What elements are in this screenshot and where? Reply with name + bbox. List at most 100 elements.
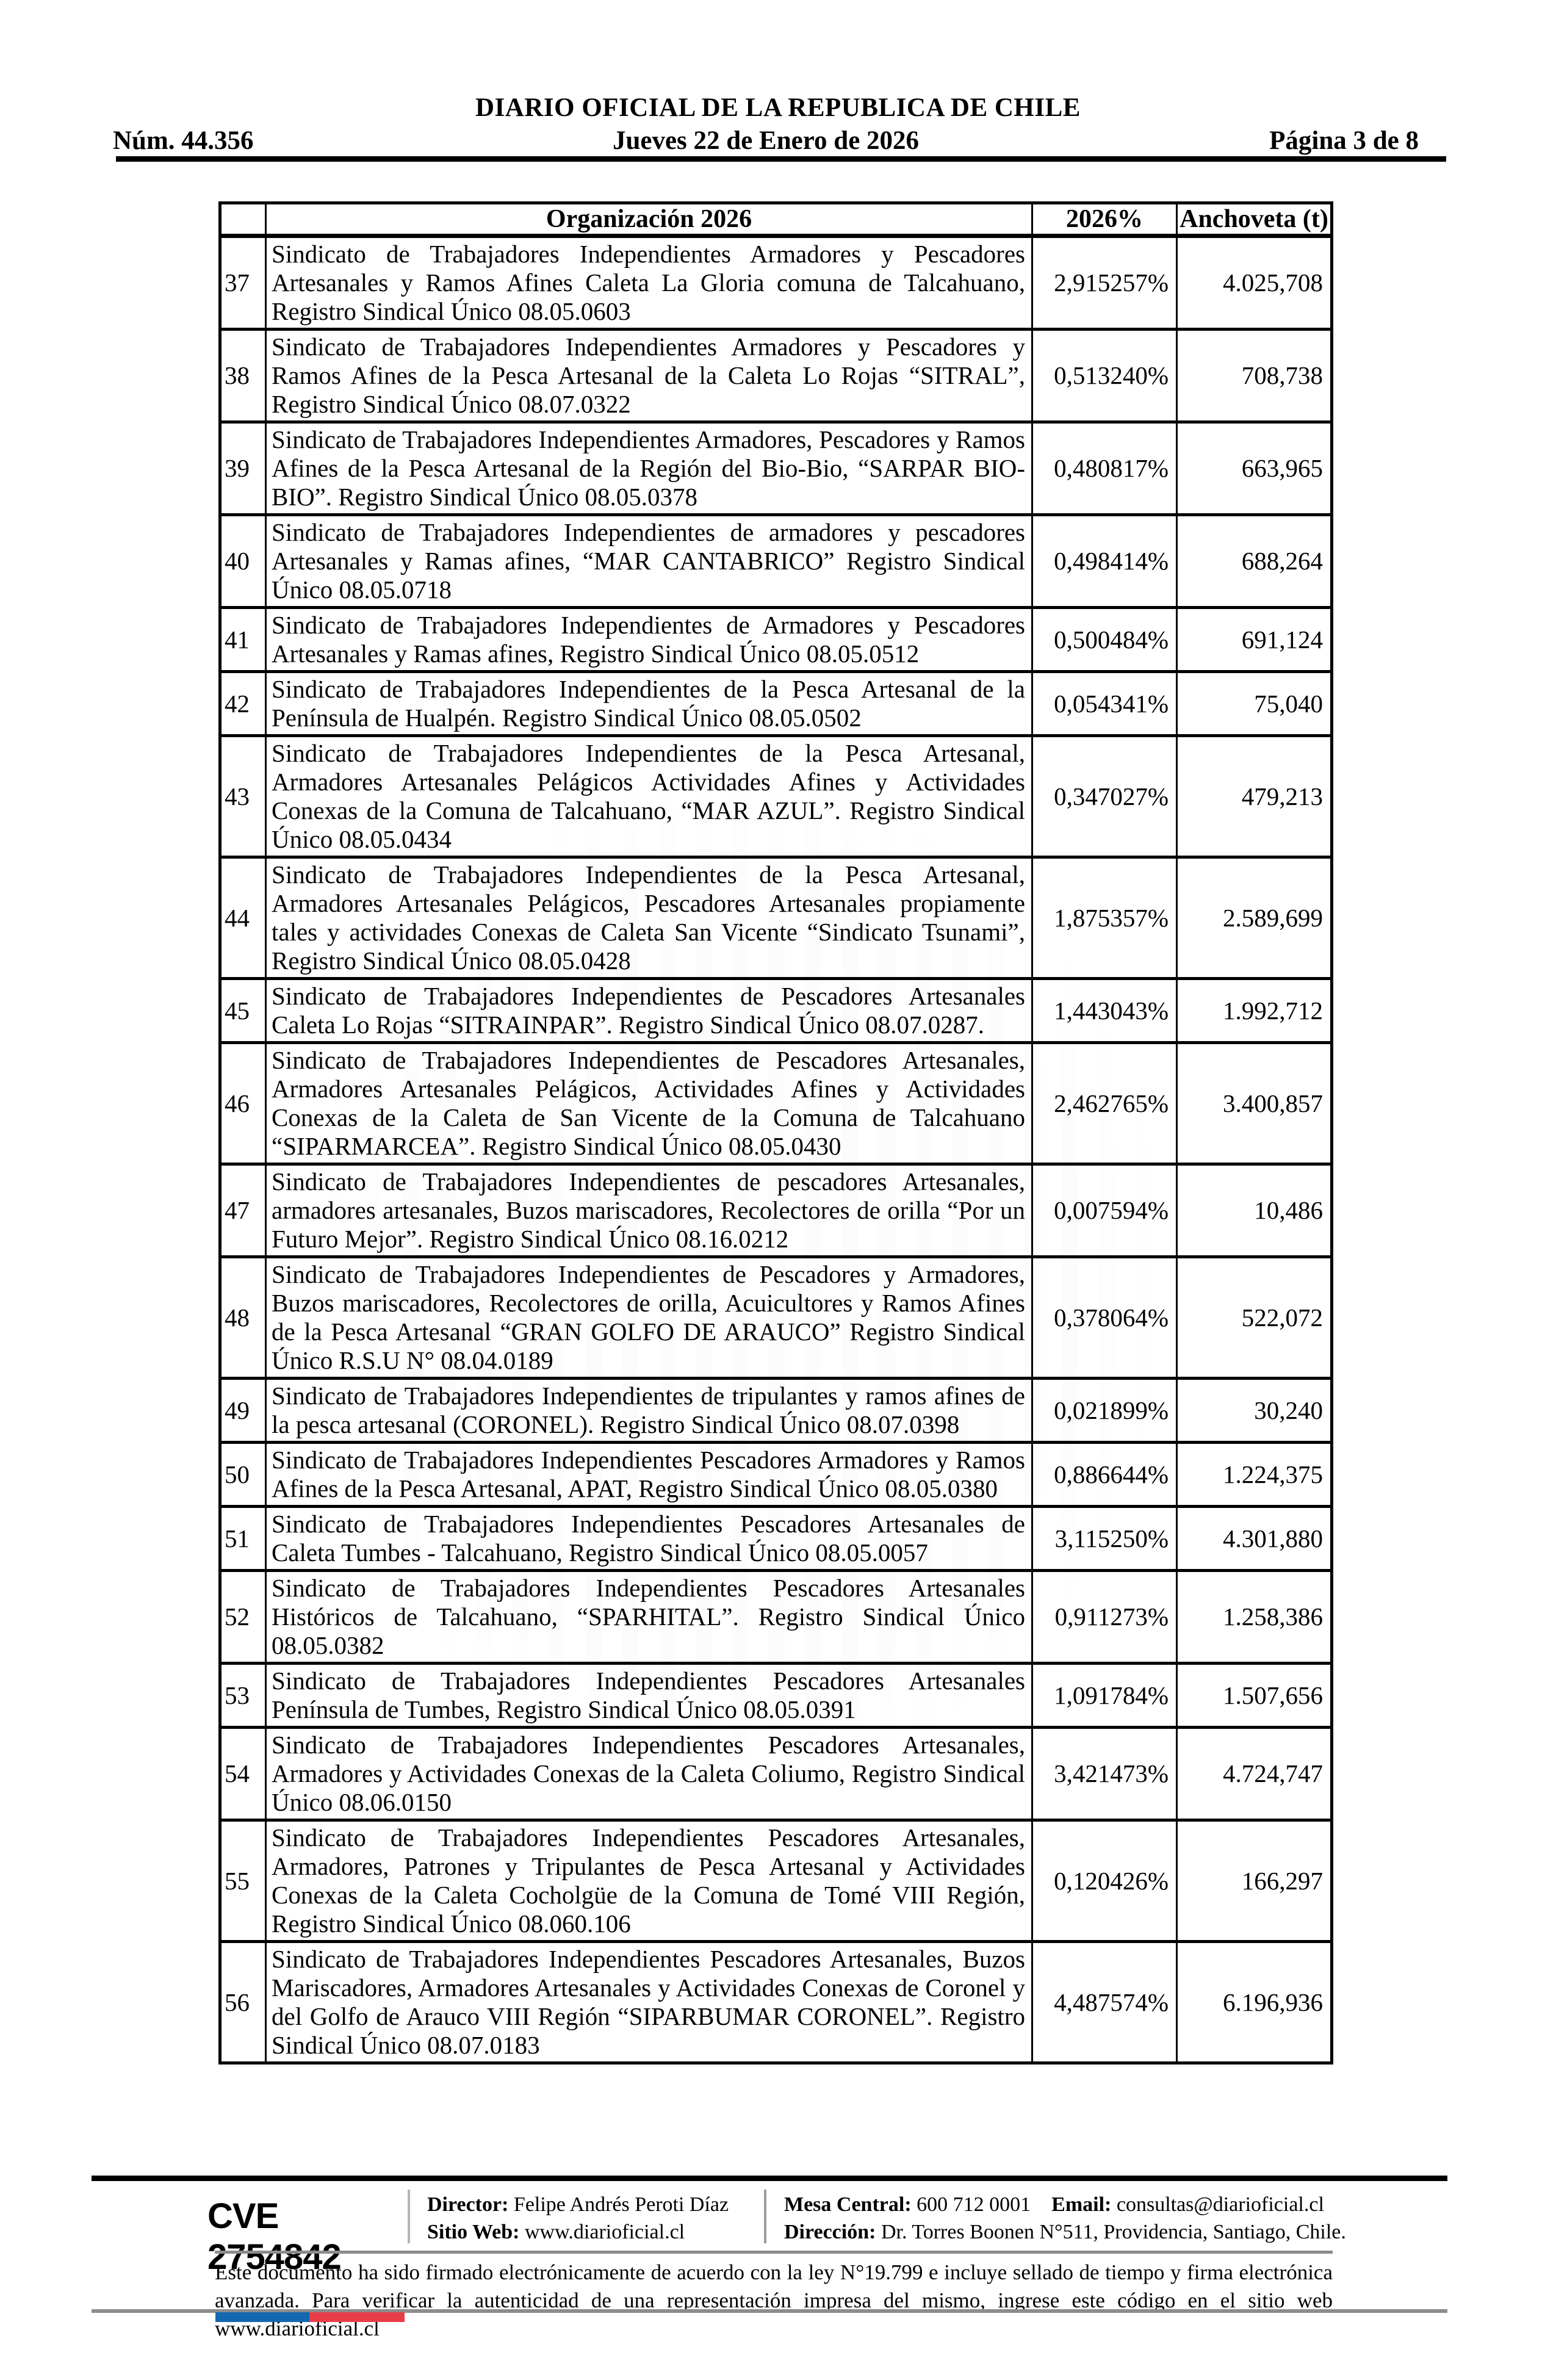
- row-number: 46: [219, 1041, 267, 1166]
- legal-notice: Este documento ha sido firmado electróni…: [215, 2260, 1333, 2340]
- percentage-2026: 0,054341%: [1031, 670, 1178, 737]
- mesa-central-value: 600 712 0001: [917, 2193, 1031, 2216]
- row-number: 48: [219, 1255, 267, 1380]
- anchoveta-tons: 30,240: [1176, 1377, 1333, 1444]
- anchoveta-tons: 522,072: [1176, 1255, 1333, 1380]
- table-row: 39 Sindicato de Trabajadores Independient…: [219, 420, 1333, 516]
- anchoveta-tons: 1.258,386: [1176, 1569, 1333, 1665]
- table-row: 38 Sindicato de Trabajadores Independient…: [219, 328, 1333, 424]
- percentage-2026: 1,875357%: [1031, 856, 1178, 980]
- row-number: 38: [219, 328, 267, 424]
- organization-name: Sindicato de Trabajadores Independientes…: [265, 1569, 1033, 1665]
- percentage-2026: 3,115250%: [1031, 1505, 1178, 1572]
- table-row: 49 Sindicato de Trabajadores Independient…: [219, 1377, 1333, 1444]
- masthead-line2: Núm. 44.356 Jueves 22 de Enero de 2026 P…: [113, 126, 1419, 156]
- table-row: 50 Sindicato de Trabajadores Independient…: [219, 1441, 1333, 1508]
- organization-name: Sindicato de Trabajadores Independientes…: [265, 1505, 1033, 1572]
- anchoveta-tons: 75,040: [1176, 670, 1333, 737]
- page-indicator: Página 3 de 8: [1269, 126, 1419, 155]
- email-value: consultas@diarioficial.cl: [1116, 2193, 1324, 2216]
- anchoveta-tons: 479,213: [1176, 734, 1333, 859]
- director-line: Director: Felipe Andrés Peroti Díaz: [427, 2191, 729, 2218]
- organization-name: Sindicato de Trabajadores Independientes…: [265, 670, 1033, 737]
- anchoveta-tons: 1.224,375: [1176, 1441, 1333, 1508]
- table-row: 37 Sindicato de Trabajadores Independient…: [219, 234, 1333, 331]
- table-row: 47 Sindicato de Trabajadores Independient…: [219, 1163, 1333, 1258]
- row-number: 47: [219, 1163, 267, 1258]
- organization-name: Sindicato de Trabajadores Independientes…: [265, 977, 1033, 1044]
- bottom-rule: [92, 2309, 1447, 2313]
- footer-rule: [92, 2176, 1447, 2181]
- percentage-2026: 0,378064%: [1031, 1255, 1178, 1380]
- row-number: 55: [219, 1819, 267, 1943]
- mesa-central-line: Mesa Central: 600 712 0001 Email: consult…: [784, 2191, 1346, 2218]
- anchoveta-tons: 688,264: [1176, 513, 1333, 609]
- table-row: 42 Sindicato de Trabajadores Independient…: [219, 670, 1333, 737]
- contact-block: Mesa Central: 600 712 0001 Email: consult…: [784, 2191, 1346, 2246]
- organization-name: Sindicato de Trabajadores Independientes…: [265, 513, 1033, 609]
- director-value: Felipe Andrés Peroti Díaz: [513, 2193, 729, 2216]
- percentage-2026: 0,498414%: [1031, 513, 1178, 609]
- direccion-label: Dirección:: [784, 2221, 876, 2243]
- table-row: 41 Sindicato de Trabajadores Independient…: [219, 606, 1333, 673]
- anchoveta-tons: 2.589,699: [1176, 856, 1333, 980]
- anchoveta-tons: 708,738: [1176, 328, 1333, 424]
- organization-name: Sindicato de Trabajadores Independientes…: [265, 606, 1033, 673]
- table-row: 40 Sindicato de Trabajadores Independient…: [219, 513, 1333, 609]
- col-header-anchoveta: Anchoveta (t): [1176, 202, 1333, 238]
- percentage-2026: 2,462765%: [1031, 1041, 1178, 1166]
- row-number: 39: [219, 420, 267, 516]
- anchoveta-tons: 663,965: [1176, 420, 1333, 516]
- percentage-2026: 0,500484%: [1031, 606, 1178, 673]
- table-row: 46 Sindicato de Trabajadores Independient…: [219, 1041, 1333, 1166]
- percentage-2026: 0,886644%: [1031, 1441, 1178, 1508]
- table-row: 55 Sindicato de Trabajadores Independient…: [219, 1819, 1333, 1943]
- anchoveta-tons: 4.301,880: [1176, 1505, 1333, 1572]
- sitio-web-value: www.diarioficial.cl: [524, 2221, 685, 2243]
- row-number: 40: [219, 513, 267, 609]
- anchoveta-tons: 6.196,936: [1176, 1940, 1333, 2064]
- percentage-2026: 4,487574%: [1031, 1940, 1178, 2064]
- table-body: 37 Sindicato de Trabajadores Independient…: [219, 234, 1333, 2064]
- percentage-2026: 0,007594%: [1031, 1163, 1178, 1258]
- row-number: 51: [219, 1505, 267, 1572]
- row-number: 52: [219, 1569, 267, 1665]
- issue-date: Jueves 22 de Enero de 2026: [612, 126, 920, 155]
- row-number: 50: [219, 1441, 267, 1508]
- table-row: 48 Sindicato de Trabajadores Independient…: [219, 1255, 1333, 1380]
- table-header-row: Organización 2026 2026% Anchoveta (t): [219, 202, 1333, 238]
- percentage-2026: 0,120426%: [1031, 1819, 1178, 1943]
- percentage-2026: 0,480817%: [1031, 420, 1178, 516]
- row-number: 41: [219, 606, 267, 673]
- organization-name: Sindicato de Trabajadores Independientes…: [265, 1163, 1033, 1258]
- direccion-value: Dr. Torres Boonen N°511, Providencia, Sa…: [881, 2221, 1346, 2243]
- row-number: 42: [219, 670, 267, 737]
- anchoveta-tons: 166,297: [1176, 1819, 1333, 1943]
- percentage-2026: 0,021899%: [1031, 1377, 1178, 1444]
- cve-code: CVE 2754842: [207, 2196, 342, 2277]
- row-number: 43: [219, 734, 267, 859]
- direccion-line: Dirección: Dr. Torres Boonen N°511, Prov…: [784, 2218, 1346, 2246]
- allocation-table: Organización 2026 2026% Anchoveta (t) 37…: [218, 201, 1333, 2064]
- percentage-2026: 0,513240%: [1031, 328, 1178, 424]
- organization-name: Sindicato de Trabajadores Independientes…: [265, 1377, 1033, 1444]
- anchoveta-tons: 1.507,656: [1176, 1662, 1333, 1729]
- table-row: 52 Sindicato de Trabajadores Independient…: [219, 1569, 1333, 1665]
- organization-name: Sindicato de Trabajadores Independientes…: [265, 734, 1033, 859]
- table-row: 56 Sindicato de Trabajadores Independient…: [219, 1940, 1333, 2064]
- table-row: 43 Sindicato de Trabajadores Independient…: [219, 734, 1333, 859]
- percentage-2026: 3,421473%: [1031, 1726, 1178, 1822]
- organization-name: Sindicato de Trabajadores Independientes…: [265, 1726, 1033, 1822]
- director-label: Director:: [427, 2193, 509, 2216]
- organization-name: Sindicato de Trabajadores Independientes…: [265, 1940, 1033, 2064]
- row-number: 44: [219, 856, 267, 980]
- row-number: 56: [219, 1940, 267, 2064]
- row-number: 53: [219, 1662, 267, 1729]
- percentage-2026: 1,091784%: [1031, 1662, 1178, 1729]
- row-number: 49: [219, 1377, 267, 1444]
- organization-name: Sindicato de Trabajadores Independientes…: [265, 1662, 1033, 1729]
- masthead-rule: [116, 156, 1446, 162]
- organization-name: Sindicato de Trabajadores Independientes…: [265, 1255, 1033, 1380]
- organization-name: Sindicato de Trabajadores Independientes…: [265, 328, 1033, 424]
- director-block: Director: Felipe Andrés Peroti Díaz Siti…: [427, 2191, 729, 2246]
